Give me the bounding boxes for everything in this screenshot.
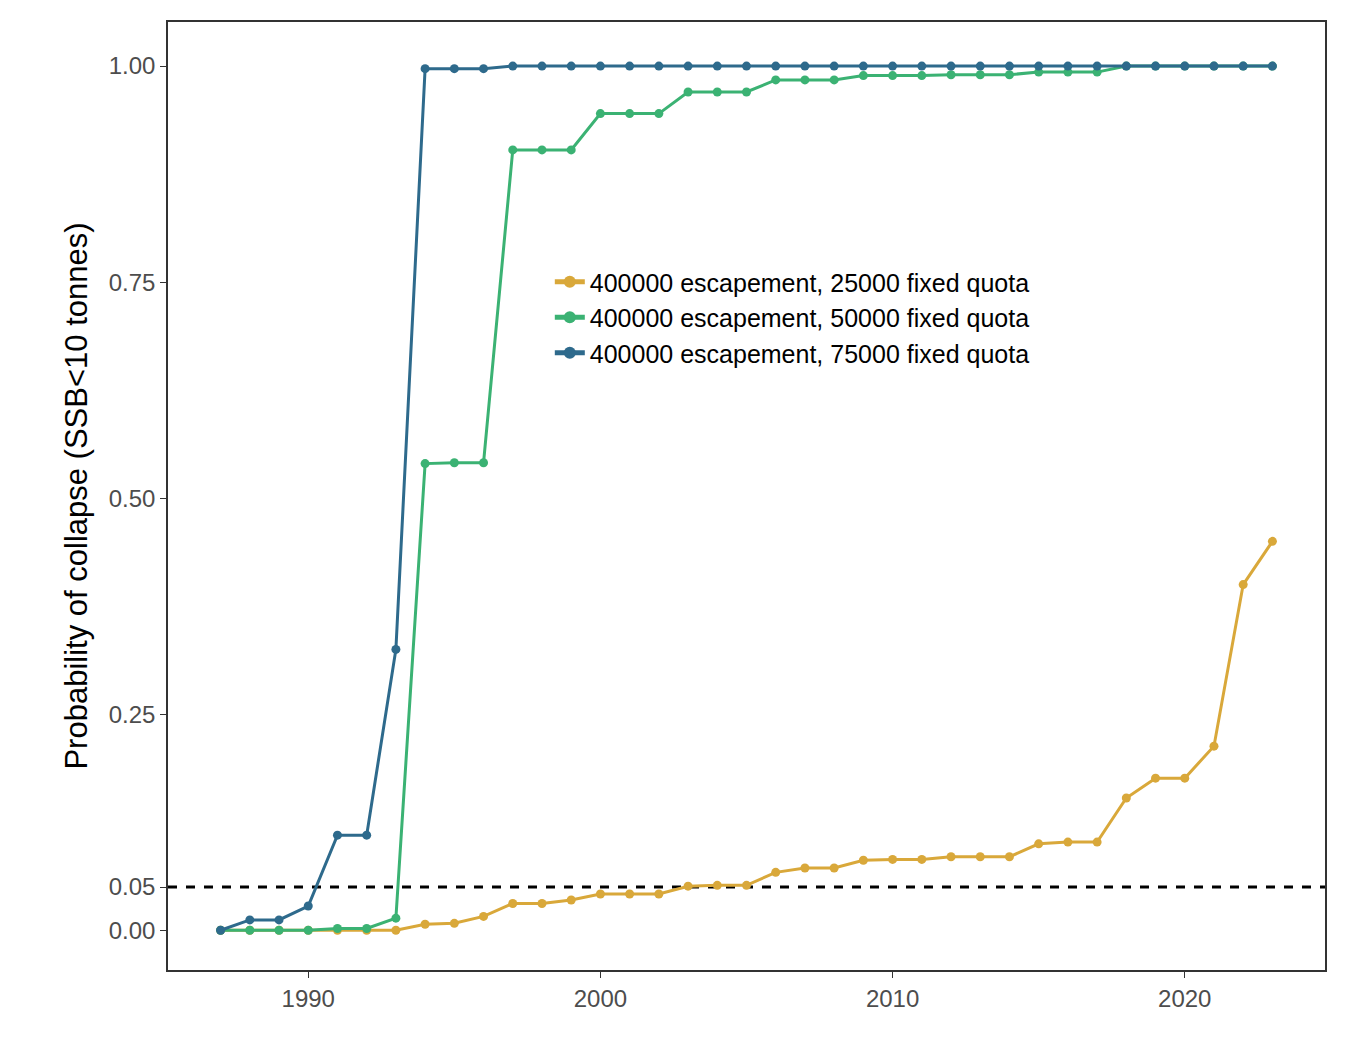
svg-text:400000 escapement, 50000 fixed: 400000 escapement, 50000 fixed quota <box>590 304 1029 332</box>
svg-text:2010: 2010 <box>866 985 919 1012</box>
svg-text:Probability of collapse (SSB<1: Probability of collapse (SSB<10 tonnes) <box>59 222 94 769</box>
svg-text:2000: 2000 <box>574 985 627 1012</box>
svg-text:0.00: 0.00 <box>109 917 156 944</box>
svg-text:0.50: 0.50 <box>109 485 156 512</box>
svg-text:0.25: 0.25 <box>109 701 156 728</box>
svg-text:2020: 2020 <box>1158 985 1211 1012</box>
svg-text:400000 escapement, 25000 fixed: 400000 escapement, 25000 fixed quota <box>590 269 1029 297</box>
svg-text:1990: 1990 <box>282 985 335 1012</box>
svg-text:1.00: 1.00 <box>109 52 156 79</box>
svg-text:0.05: 0.05 <box>109 873 156 900</box>
svg-text:0.75: 0.75 <box>109 269 156 296</box>
svg-text:400000 escapement, 75000 fixed: 400000 escapement, 75000 fixed quota <box>590 340 1029 368</box>
